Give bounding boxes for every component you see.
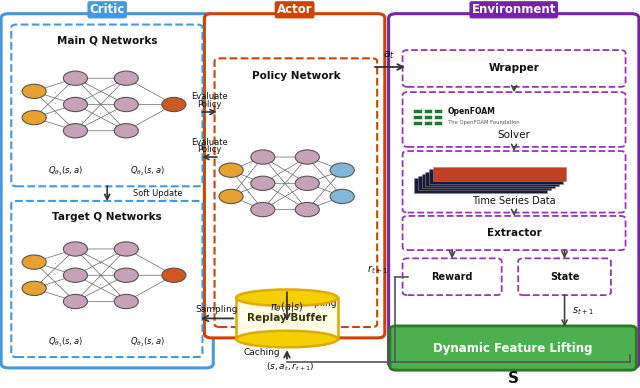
- Text: Replay Buffer: Replay Buffer: [247, 314, 327, 324]
- Circle shape: [219, 189, 243, 204]
- FancyBboxPatch shape: [413, 115, 422, 119]
- Text: Dynamic Feature Lifting: Dynamic Feature Lifting: [433, 341, 593, 355]
- Text: Time Series Data: Time Series Data: [472, 196, 556, 206]
- Text: Policy: Policy: [197, 145, 221, 154]
- Text: Policy Network: Policy Network: [252, 71, 340, 81]
- Circle shape: [295, 176, 319, 191]
- Circle shape: [22, 111, 46, 125]
- Text: $(s, a_t, r_{t+1})$: $(s, a_t, r_{t+1})$: [266, 361, 314, 373]
- Circle shape: [114, 242, 138, 256]
- FancyBboxPatch shape: [12, 201, 202, 357]
- FancyBboxPatch shape: [418, 176, 551, 191]
- Text: $Q_{\bar{\theta}_1}(s,a)$: $Q_{\bar{\theta}_1}(s,a)$: [49, 335, 83, 349]
- Text: $Q_{\theta_2}(s,a)$: $Q_{\theta_2}(s,a)$: [130, 165, 164, 178]
- FancyBboxPatch shape: [518, 258, 611, 295]
- FancyBboxPatch shape: [214, 58, 377, 327]
- Text: Caching: Caching: [244, 348, 280, 357]
- Circle shape: [22, 281, 46, 296]
- Text: OpenFOAM: OpenFOAM: [448, 107, 495, 116]
- FancyBboxPatch shape: [413, 109, 422, 113]
- Circle shape: [63, 294, 88, 308]
- Text: Sampling: Sampling: [294, 298, 337, 308]
- Text: $a_t$: $a_t$: [383, 49, 395, 61]
- FancyBboxPatch shape: [390, 326, 636, 370]
- FancyBboxPatch shape: [434, 109, 442, 113]
- FancyBboxPatch shape: [414, 178, 547, 193]
- Text: ·
·
·: · · ·: [246, 168, 249, 198]
- Circle shape: [63, 124, 88, 138]
- Circle shape: [114, 71, 138, 85]
- FancyBboxPatch shape: [403, 216, 625, 250]
- Text: Extractor: Extractor: [486, 228, 541, 238]
- Circle shape: [162, 268, 186, 282]
- Circle shape: [63, 97, 88, 112]
- Circle shape: [330, 189, 355, 204]
- Text: Reward: Reward: [431, 272, 473, 282]
- Circle shape: [251, 203, 275, 217]
- FancyBboxPatch shape: [388, 14, 639, 368]
- FancyBboxPatch shape: [413, 121, 422, 125]
- FancyBboxPatch shape: [424, 121, 432, 125]
- Circle shape: [63, 268, 88, 282]
- FancyBboxPatch shape: [403, 92, 625, 147]
- Circle shape: [22, 84, 46, 99]
- FancyBboxPatch shape: [403, 50, 625, 87]
- FancyBboxPatch shape: [204, 14, 385, 338]
- FancyBboxPatch shape: [426, 171, 559, 186]
- FancyBboxPatch shape: [403, 258, 502, 295]
- Text: $\pi_\theta(a|s)$: $\pi_\theta(a|s)$: [270, 300, 303, 314]
- Circle shape: [114, 268, 138, 282]
- Circle shape: [219, 163, 243, 177]
- Circle shape: [295, 203, 319, 217]
- Circle shape: [330, 163, 355, 177]
- Text: Solver: Solver: [498, 130, 531, 140]
- Polygon shape: [236, 298, 338, 339]
- Text: Evaluate: Evaluate: [191, 137, 228, 147]
- Circle shape: [63, 71, 88, 85]
- Text: The OpenFOAM Foundation: The OpenFOAM Foundation: [448, 120, 519, 125]
- Text: ·
·
·: · · ·: [285, 168, 288, 198]
- Text: Main Q Networks: Main Q Networks: [56, 36, 157, 46]
- Ellipse shape: [236, 289, 338, 306]
- Text: $r_{t+1}$: $r_{t+1}$: [367, 263, 387, 275]
- Text: ·
·
·: · · ·: [99, 260, 101, 290]
- Text: $\mathbf{S}$: $\mathbf{S}$: [507, 370, 519, 386]
- Circle shape: [63, 242, 88, 256]
- Text: $Q_{\theta_1}(s,a)$: $Q_{\theta_1}(s,a)$: [49, 165, 83, 178]
- Circle shape: [22, 255, 46, 269]
- Text: Wrapper: Wrapper: [488, 64, 540, 73]
- Text: Soft Update: Soft Update: [132, 189, 182, 198]
- Text: ·
·
·: · · ·: [53, 90, 56, 120]
- Circle shape: [295, 150, 319, 164]
- Circle shape: [114, 294, 138, 308]
- FancyBboxPatch shape: [434, 121, 442, 125]
- Text: Sampling: Sampling: [196, 305, 238, 314]
- FancyBboxPatch shape: [403, 151, 625, 213]
- FancyBboxPatch shape: [422, 174, 555, 188]
- Text: ·
·
·: · · ·: [99, 90, 101, 120]
- Text: Critic: Critic: [90, 3, 125, 16]
- Text: Evaluate: Evaluate: [191, 92, 228, 102]
- Circle shape: [251, 150, 275, 164]
- Text: Actor: Actor: [276, 3, 312, 16]
- Circle shape: [251, 176, 275, 191]
- Circle shape: [114, 97, 138, 112]
- FancyBboxPatch shape: [429, 170, 563, 184]
- Text: ·
·
·: · · ·: [53, 260, 56, 290]
- FancyBboxPatch shape: [424, 115, 432, 119]
- Text: Policy: Policy: [197, 100, 221, 109]
- Text: State: State: [550, 272, 579, 282]
- Circle shape: [162, 97, 186, 112]
- FancyBboxPatch shape: [1, 14, 213, 368]
- Text: $Q_{\bar{\theta}_2}(s,a)$: $Q_{\bar{\theta}_2}(s,a)$: [130, 335, 164, 349]
- Text: $s_{t+1}$: $s_{t+1}$: [572, 305, 594, 317]
- FancyBboxPatch shape: [424, 109, 432, 113]
- Circle shape: [114, 124, 138, 138]
- Text: Target Q Networks: Target Q Networks: [52, 212, 162, 222]
- FancyBboxPatch shape: [434, 115, 442, 119]
- Ellipse shape: [236, 331, 338, 347]
- FancyBboxPatch shape: [12, 24, 202, 186]
- FancyBboxPatch shape: [433, 167, 566, 182]
- Text: Environment: Environment: [472, 3, 556, 16]
